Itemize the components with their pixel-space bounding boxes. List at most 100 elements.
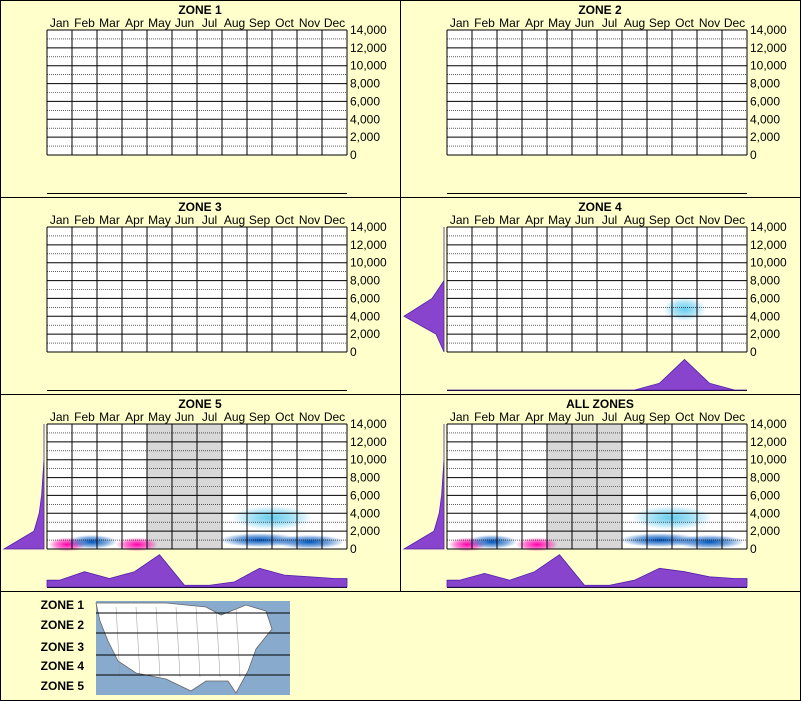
elevation-tick-label: 4,000 xyxy=(750,506,780,520)
zone-panel: ALL ZONES Jan Feb Mar Apr May Jun Jul Aug Sep Oct N… xyxy=(402,397,787,588)
month-tick-label: May xyxy=(148,213,171,227)
month-tick-label: Jul xyxy=(602,213,617,227)
month-distribution-area xyxy=(446,554,748,588)
month-tick-label: Dec xyxy=(724,410,745,424)
elevation-tick-label: 10,000 xyxy=(350,59,387,73)
month-tick-label: Feb xyxy=(74,213,95,227)
elevation-tick-label: 14,000 xyxy=(750,220,787,234)
shaded-month xyxy=(572,424,597,549)
month-tick-label: Sep xyxy=(249,213,271,227)
month-tick-label: Nov xyxy=(699,213,720,227)
density-blob xyxy=(674,534,745,549)
elevation-distribution-area xyxy=(403,227,445,353)
elevation-tick-label: 2,000 xyxy=(750,327,780,341)
elevation-tick-label: 6,000 xyxy=(750,291,780,305)
map-boundary xyxy=(215,606,221,678)
elevation-distribution-area xyxy=(2,424,45,550)
elevation-tick-label: 6,000 xyxy=(350,488,380,502)
month-tick-label: Jul xyxy=(202,16,217,30)
elevation-tick-label: 10,000 xyxy=(350,256,387,270)
month-tick-label: Feb xyxy=(74,16,95,30)
month-tick-label: Mar xyxy=(99,410,120,424)
elevation-tick-label: 4,000 xyxy=(350,506,380,520)
month-tick-label: Feb xyxy=(474,16,495,30)
month-tick-label: Jan xyxy=(50,213,69,227)
elevation-tick-label: 2,000 xyxy=(350,130,380,144)
legend-zone-label: ZONE 1 xyxy=(41,598,85,612)
month-tick-label: Nov xyxy=(699,410,720,424)
zone-panel: ZONE 5 Jan Feb Mar Apr May Jun Jul Aug Sep Oct Nov D… xyxy=(2,397,387,588)
panel-title: ALL ZONES xyxy=(566,397,634,411)
map-boundary xyxy=(135,606,141,678)
density-blob xyxy=(67,534,117,549)
elevation-tick-label: 14,000 xyxy=(350,23,387,37)
north-america-map-icon xyxy=(95,601,290,695)
density-blob xyxy=(467,534,517,549)
month-tick-label: Dec xyxy=(324,16,345,30)
elevation-tick-label: 2,000 xyxy=(350,524,380,538)
month-tick-label: Jul xyxy=(602,410,617,424)
month-tick-label: Oct xyxy=(675,213,694,227)
panel-title: ZONE 2 xyxy=(578,3,622,17)
month-tick-label: Jul xyxy=(202,213,217,227)
elevation-tick-label: 8,000 xyxy=(750,77,780,91)
month-tick-label: Aug xyxy=(624,16,645,30)
map-boundary xyxy=(175,606,181,678)
elevation-tick-label: 0 xyxy=(350,148,357,162)
month-tick-label: Nov xyxy=(299,410,320,424)
month-tick-label: Dec xyxy=(724,213,745,227)
month-tick-label: Jun xyxy=(575,16,594,30)
zone-panel: ZONE 2 Jan Feb Mar Apr May Jun Jul Aug Sep Oct Nov D… xyxy=(446,3,787,194)
month-tick-label: Oct xyxy=(675,16,694,30)
month-tick-label: Nov xyxy=(699,16,720,30)
elevation-tick-label: 0 xyxy=(750,345,757,359)
elevation-tick-label: 6,000 xyxy=(750,488,780,502)
elevation-tick-label: 12,000 xyxy=(750,41,787,55)
month-tick-label: Oct xyxy=(275,213,294,227)
month-tick-label: Nov xyxy=(299,16,320,30)
elevation-tick-label: 8,000 xyxy=(350,274,380,288)
elevation-tick-label: 14,000 xyxy=(350,417,387,431)
elevation-tick-label: 8,000 xyxy=(750,471,780,485)
month-tick-label: Oct xyxy=(275,410,294,424)
month-tick-label: Feb xyxy=(474,213,495,227)
month-distribution-area xyxy=(447,358,747,391)
zone-legend: ZONE 1 ZONE 2 ZONE 3 ZONE 4 ZONE 5 xyxy=(41,598,290,695)
zone-panel: ZONE 1 Jan Feb Mar Apr May Jun Jul Aug Sep Oct Nov D… xyxy=(46,3,387,194)
elevation-tick-label: 14,000 xyxy=(750,23,787,37)
density-blob xyxy=(515,537,559,552)
map-boundary xyxy=(235,606,241,678)
month-tick-label: Sep xyxy=(249,16,271,30)
elevation-tick-label: 4,000 xyxy=(350,112,380,126)
month-tick-label: Jan xyxy=(50,16,69,30)
month-tick-label: Mar xyxy=(499,16,520,30)
month-tick-label: Aug xyxy=(224,213,245,227)
elevation-tick-label: 4,000 xyxy=(750,112,780,126)
month-tick-label: Mar xyxy=(99,213,120,227)
month-tick-label: Apr xyxy=(525,16,544,30)
month-tick-label: Dec xyxy=(324,410,345,424)
month-tick-label: Feb xyxy=(74,410,95,424)
density-blob xyxy=(274,534,345,549)
month-tick-label: Jan xyxy=(450,16,469,30)
month-tick-label: Jun xyxy=(175,410,194,424)
elevation-tick-label: 10,000 xyxy=(750,256,787,270)
elevation-tick-label: 12,000 xyxy=(350,41,387,55)
density-blob xyxy=(663,297,706,322)
month-tick-label: Jan xyxy=(450,410,469,424)
elevation-tick-label: 2,000 xyxy=(750,130,780,144)
month-tick-label: Jun xyxy=(575,410,594,424)
month-tick-label: Jun xyxy=(575,213,594,227)
zone-panel: ZONE 4 Jan Feb Mar Apr May Jun Jul Aug Sep Oct Nov D… xyxy=(403,200,787,391)
elevation-tick-label: 0 xyxy=(350,542,357,556)
month-tick-label: Jan xyxy=(50,410,69,424)
legend-zone-label: ZONE 4 xyxy=(41,659,85,673)
map-boundary xyxy=(115,606,121,678)
elevation-tick-label: 4,000 xyxy=(750,309,780,323)
elevation-tick-label: 12,000 xyxy=(750,238,787,252)
zone-panel: ZONE 3 Jan Feb Mar Apr May Jun Jul Aug Sep Oct Nov D… xyxy=(46,200,387,391)
month-tick-label: Jun xyxy=(175,16,194,30)
month-tick-label: Sep xyxy=(649,410,671,424)
